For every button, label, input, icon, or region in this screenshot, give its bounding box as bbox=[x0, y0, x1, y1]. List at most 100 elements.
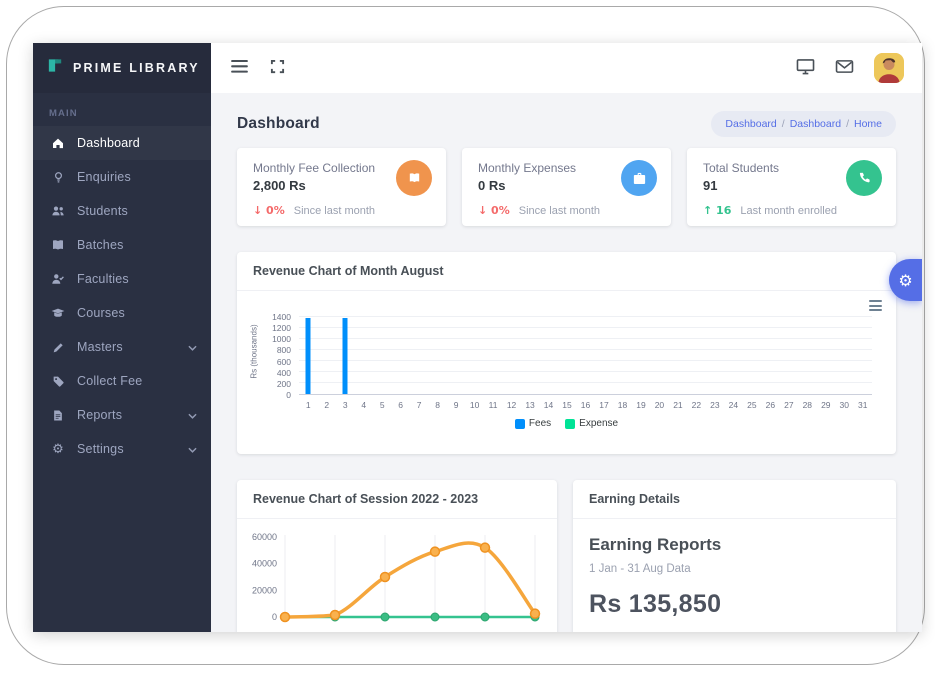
line-y-tick-label: 20000 bbox=[252, 585, 277, 595]
earning-card: Earning Details Earning Reports 1 Jan - … bbox=[573, 480, 896, 632]
x-tick-label: 4 bbox=[361, 400, 367, 410]
bar-fees-day-1[interactable] bbox=[305, 318, 311, 394]
sidebar-item-collect-fee[interactable]: Collect Fee bbox=[33, 364, 211, 398]
lightbulb-icon bbox=[50, 171, 66, 184]
legend-item-fees[interactable]: Fees bbox=[514, 418, 552, 429]
messages-button[interactable] bbox=[835, 59, 854, 77]
revenue-line bbox=[283, 541, 537, 619]
stat-card-monthly-fee-collection: Monthly Fee Collection 2,800 Rs ↓ 0% Since … bbox=[237, 148, 446, 226]
page-content: Dashboard Dashboard / Dashboard / Home Month… bbox=[211, 93, 922, 632]
y-tick-label: 800 bbox=[276, 345, 291, 356]
breadcrumb-link[interactable]: Home bbox=[853, 118, 882, 130]
chevron-down-icon bbox=[188, 340, 197, 354]
bar-chart-legend: Fees Expense bbox=[237, 418, 896, 429]
sidebar-item-label: Students bbox=[77, 204, 128, 218]
stat-value: 0 Rs bbox=[478, 178, 506, 193]
gridline bbox=[299, 371, 872, 372]
legend-label: Fees bbox=[528, 418, 552, 429]
display-button[interactable] bbox=[796, 58, 815, 78]
sidebar-item-enquiries[interactable]: Enquiries bbox=[33, 160, 211, 194]
x-tick-label: 5 bbox=[379, 400, 385, 410]
expense-marker bbox=[430, 612, 440, 622]
sidebar-item-label: Batches bbox=[77, 238, 124, 252]
x-tick-label: 13 bbox=[525, 400, 535, 410]
line-chart-title: Revenue Chart of Session 2022 - 2023 bbox=[237, 480, 557, 519]
sidebar-item-settings[interactable]: ⚙ Settings bbox=[33, 432, 211, 466]
settings-fab[interactable]: ⚙ bbox=[889, 259, 922, 301]
x-tick-label: 25 bbox=[747, 400, 757, 410]
bar-fees-day-3[interactable] bbox=[342, 318, 348, 394]
chart-menu-icon[interactable] bbox=[869, 300, 882, 311]
x-tick-label: 21 bbox=[673, 400, 683, 410]
avatar-image bbox=[874, 53, 904, 83]
envelope-icon bbox=[835, 59, 854, 77]
x-tick-label: 1 bbox=[305, 400, 311, 410]
line-x-tick-label: June bbox=[424, 631, 446, 632]
brand[interactable]: PRIME LIBRARY bbox=[33, 43, 211, 93]
expense-marker bbox=[480, 612, 490, 622]
line-y-tick-label: 60000 bbox=[252, 532, 277, 542]
y-tick-label: 1200 bbox=[272, 323, 291, 334]
x-tick-label: 30 bbox=[839, 400, 850, 410]
x-tick-label: 11 bbox=[488, 400, 498, 410]
stat-label: Monthly Expenses bbox=[478, 161, 577, 175]
line-x-tick-label: July bbox=[475, 631, 495, 632]
topbar-right bbox=[796, 53, 904, 83]
sidebar-item-courses[interactable]: Courses bbox=[33, 296, 211, 330]
app-window: PRIME LIBRARY MAIN Dashboard Enquiries Stu… bbox=[33, 43, 922, 632]
trend-down-arrow: ↓ 0% bbox=[253, 204, 285, 217]
sidebar-item-masters[interactable]: Masters bbox=[33, 330, 211, 364]
legend-item-expense[interactable]: Expense bbox=[565, 418, 618, 429]
sidebar-item-students[interactable]: Students bbox=[33, 194, 211, 228]
sidebar-item-reports[interactable]: Reports bbox=[33, 398, 211, 432]
x-tick-label: 2 bbox=[324, 400, 330, 410]
line-x-tick-label: May bbox=[376, 631, 395, 632]
sidebar-item-label: Reports bbox=[77, 408, 123, 422]
x-tick-label: 10 bbox=[469, 400, 480, 410]
tag-icon bbox=[50, 375, 66, 388]
stat-value: 2,800 Rs bbox=[253, 178, 306, 193]
y-tick-label: 1000 bbox=[272, 334, 291, 345]
monitor-icon bbox=[796, 58, 815, 78]
breadcrumb-link[interactable]: Dashboard bbox=[725, 118, 777, 130]
gridline bbox=[299, 360, 872, 361]
fullscreen-button[interactable] bbox=[270, 59, 285, 77]
trend-note: Since last month bbox=[518, 204, 601, 217]
trend-note: Since last month bbox=[293, 204, 376, 217]
stat-value: 91 bbox=[703, 178, 718, 193]
sidebar-item-faculties[interactable]: Faculties bbox=[33, 262, 211, 296]
graduation-cap-icon bbox=[50, 306, 66, 320]
book-open-icon bbox=[396, 160, 432, 196]
book-icon bbox=[50, 238, 66, 252]
sidebar-item-dashboard[interactable]: Dashboard bbox=[33, 126, 211, 160]
sidebar-item-label: Courses bbox=[77, 306, 125, 320]
x-tick-label: 9 bbox=[453, 400, 459, 410]
stat-trend-row: ↓ 0% Since last month bbox=[478, 204, 600, 217]
sidebar-item-batches[interactable]: Batches bbox=[33, 228, 211, 262]
bar-chart-card: Revenue Chart of Month August Rs (thousa… bbox=[237, 252, 896, 454]
chevron-down-icon bbox=[188, 408, 197, 422]
sidebar-item-label: Masters bbox=[77, 340, 123, 354]
bar-chart-y-labels: 0 200 400 600 800 1000 1200 1400 bbox=[261, 312, 291, 400]
line-y-tick-label: 40000 bbox=[252, 559, 277, 569]
topbar-left bbox=[231, 59, 285, 77]
x-tick-label: 20 bbox=[654, 400, 665, 410]
x-tick-label: 18 bbox=[617, 400, 628, 410]
sidebar-menu: Dashboard Enquiries Students Batches Faculti… bbox=[33, 126, 211, 466]
file-icon bbox=[50, 409, 66, 422]
x-tick-label: 17 bbox=[599, 400, 609, 410]
gridline bbox=[299, 316, 872, 317]
bottom-row: Revenue Chart of Session 2022 - 2023 0 20… bbox=[237, 480, 896, 632]
earning-header: Earning Details bbox=[573, 480, 896, 519]
x-tick-label: 26 bbox=[765, 400, 776, 410]
user-avatar[interactable] bbox=[874, 53, 904, 83]
revenue-marker bbox=[379, 571, 391, 583]
menu-toggle-button[interactable] bbox=[231, 60, 248, 76]
sidebar-section-label: MAIN bbox=[49, 108, 78, 119]
x-tick-label: 14 bbox=[543, 400, 554, 410]
x-tick-label: 19 bbox=[636, 400, 646, 410]
earning-amount: Rs 135,850 bbox=[589, 590, 722, 618]
sidebar-item-label: Faculties bbox=[77, 272, 129, 286]
line-x-tick-label: March bbox=[271, 631, 299, 632]
breadcrumb-link[interactable]: Dashboard bbox=[789, 118, 842, 130]
